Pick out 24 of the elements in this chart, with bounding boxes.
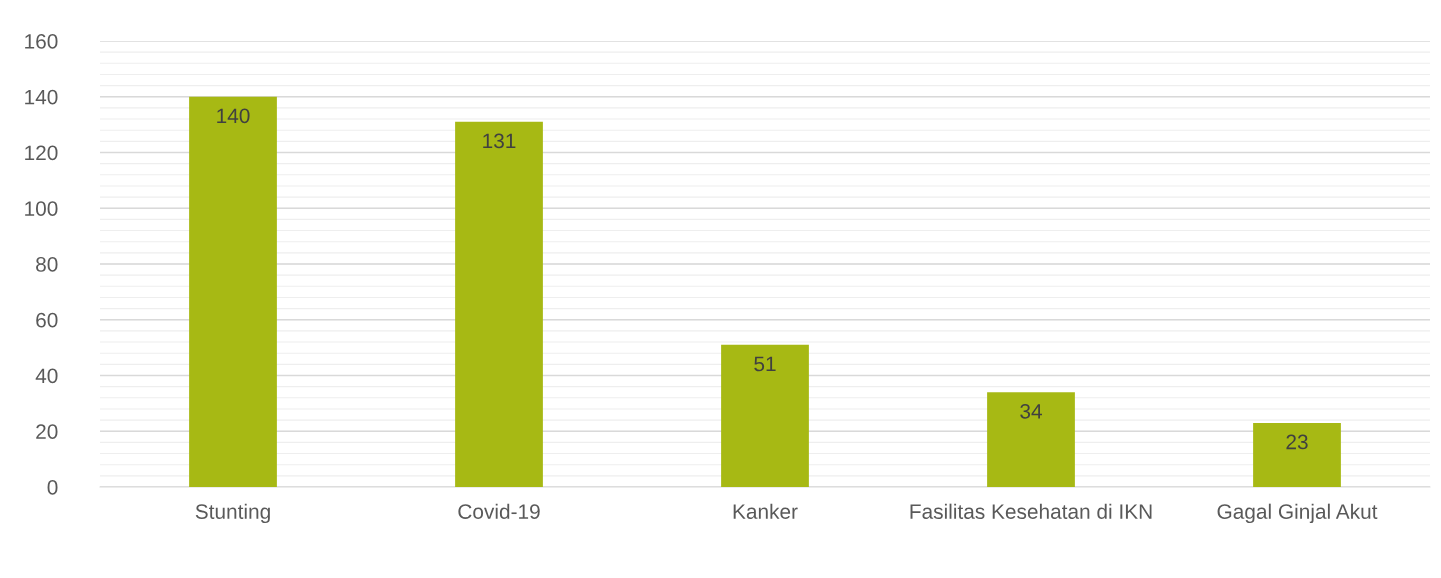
y-tick-label: 100 <box>25 201 58 216</box>
x-tick-label: Gagal Ginjal Akut <box>1217 503 1378 524</box>
x-tick-label: Stunting <box>195 503 270 524</box>
bar <box>455 121 543 487</box>
data-label: 131 <box>483 133 516 149</box>
bar <box>189 96 277 487</box>
x-tick-label: Fasilitas Kesehatan di IKN <box>910 503 1152 519</box>
y-tick-label: 120 <box>25 145 58 161</box>
bar <box>721 344 809 487</box>
y-tick-label: 80 <box>36 257 58 272</box>
y-tick-label: 20 <box>36 424 58 439</box>
y-tick-label: 140 <box>25 89 58 105</box>
y-tick-label: 0 <box>47 480 58 495</box>
x-tick-label: Kanker <box>733 503 798 519</box>
data-label: 34 <box>1020 403 1042 419</box>
data-label: 51 <box>754 356 776 372</box>
data-label: 23 <box>1286 434 1308 450</box>
x-tick-label: Covid-19 <box>458 503 540 519</box>
y-tick-label: 40 <box>35 368 58 384</box>
bar <box>987 392 1075 487</box>
y-tick-label: 60 <box>36 312 58 328</box>
bar <box>1253 422 1341 487</box>
y-tick-label: 160 <box>25 34 58 49</box>
data-label: 140 <box>217 108 250 124</box>
